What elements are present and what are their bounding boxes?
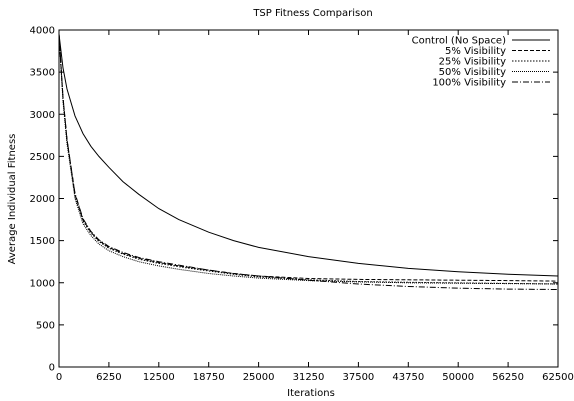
series-line-4 bbox=[58, 34, 559, 285]
x-tick-label: 25000 bbox=[243, 372, 275, 383]
y-tick-label: 500 bbox=[36, 320, 55, 331]
series-line-5 bbox=[58, 34, 559, 290]
y-axis-label: Average Individual Fitness bbox=[7, 134, 18, 265]
legend-label: Control (No Space) bbox=[412, 36, 506, 47]
x-tick-label: 37500 bbox=[342, 372, 374, 383]
x-tick-label: 62500 bbox=[542, 372, 574, 383]
x-tick-label: 43750 bbox=[392, 372, 424, 383]
y-tick-label: 4000 bbox=[30, 26, 55, 37]
legend-label: 5% Visibility bbox=[445, 46, 506, 57]
x-axis-label: Iterations bbox=[287, 388, 335, 399]
x-tick-label: 6250 bbox=[96, 372, 121, 383]
plot-frame bbox=[58, 29, 559, 368]
y-tick-label: 3500 bbox=[30, 68, 55, 79]
y-tick-label: 2000 bbox=[30, 194, 55, 205]
x-tick-label: 50000 bbox=[442, 372, 474, 383]
y-tick-label: 0 bbox=[49, 363, 55, 374]
legend-label: 25% Visibility bbox=[439, 57, 506, 68]
legend-label: 50% Visibility bbox=[439, 67, 506, 78]
axis-ticks: 0 6250 12500 18750 25000 31250 37500 43750 50000… bbox=[30, 26, 574, 384]
series-line-3 bbox=[58, 34, 559, 285]
chart-title: TSP Fitness Comparison bbox=[252, 8, 372, 19]
series-line-1 bbox=[58, 34, 559, 277]
y-tick-label: 3000 bbox=[30, 110, 55, 121]
x-tick-label: 31250 bbox=[293, 372, 325, 383]
y-tick-label: 1500 bbox=[30, 236, 55, 247]
series-lines bbox=[58, 34, 559, 290]
y-tick-label: 1000 bbox=[30, 278, 55, 289]
x-tick-label: 56250 bbox=[492, 372, 524, 383]
x-tick-label: 18750 bbox=[193, 372, 225, 383]
x-tick-label: 0 bbox=[56, 372, 62, 383]
y-tick-label: 2500 bbox=[30, 152, 55, 163]
x-tick-label: 12500 bbox=[143, 372, 175, 383]
legend-label: 100% Visibility bbox=[432, 78, 506, 89]
